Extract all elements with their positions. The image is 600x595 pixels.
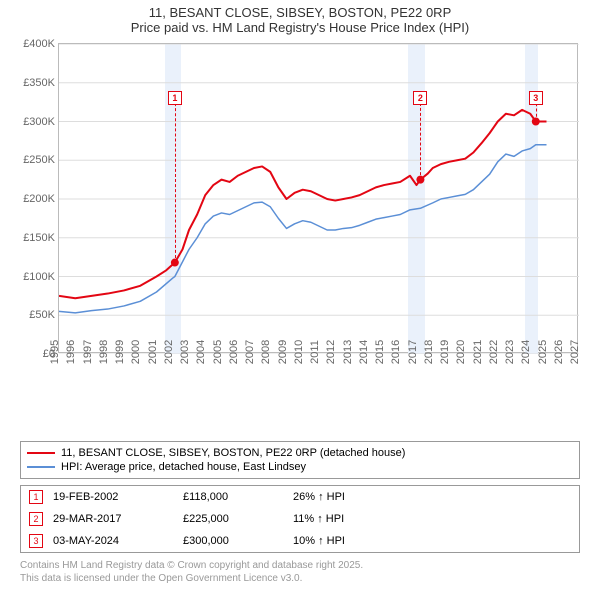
x-axis-tick: 2001 — [144, 340, 158, 364]
tx-date: 29-MAR-2017 — [53, 513, 173, 525]
x-axis-tick: 2007 — [242, 340, 256, 364]
x-axis-tick: 2027 — [567, 340, 581, 364]
tx-delta: 11% ↑ HPI — [293, 513, 344, 525]
marker-box: 2 — [413, 91, 427, 105]
x-axis-tick: 2022 — [486, 340, 500, 364]
tx-date: 19-FEB-2002 — [53, 491, 173, 503]
x-axis-tick: 1999 — [112, 340, 126, 364]
tx-price: £300,000 — [183, 535, 283, 547]
x-axis-tick: 2018 — [421, 340, 435, 364]
marker-line — [175, 98, 176, 262]
x-axis-tick: 2020 — [453, 340, 467, 364]
title-line-2: Price paid vs. HM Land Registry's House … — [10, 20, 590, 35]
footer-line-1: Contains HM Land Registry data © Crown c… — [20, 559, 580, 572]
y-axis-tick: £250K — [23, 154, 59, 166]
x-axis-tick: 2013 — [339, 340, 353, 364]
x-axis-tick: 2024 — [518, 340, 532, 364]
title-line-1: 11, BESANT CLOSE, SIBSEY, BOSTON, PE22 0… — [10, 5, 590, 20]
x-axis-tick: 2006 — [226, 340, 240, 364]
marker-box: 1 — [168, 91, 182, 105]
tx-marker: 3 — [29, 534, 43, 548]
x-axis-tick: 2009 — [274, 340, 288, 364]
transactions-table: 1 19-FEB-2002 £118,000 26% ↑ HPI 2 29-MAR-201… — [20, 485, 580, 553]
x-axis-tick: 2021 — [469, 340, 483, 364]
x-axis-tick: 2014 — [356, 340, 370, 364]
y-axis-tick: £350K — [23, 77, 59, 89]
chart-svg — [59, 44, 579, 354]
y-axis-tick: £150K — [23, 232, 59, 244]
legend-swatch — [27, 466, 55, 468]
series-property — [59, 110, 547, 298]
chart-container: 11, BESANT CLOSE, SIBSEY, BOSTON, PE22 0… — [10, 5, 590, 435]
x-axis-tick: 1997 — [79, 340, 93, 364]
y-axis-tick: £200K — [23, 193, 59, 205]
tx-delta: 10% ↑ HPI — [293, 535, 345, 547]
plot-area: £0£50K£100K£150K£200K£250K£300K£350K£400… — [58, 43, 578, 353]
chart-title: 11, BESANT CLOSE, SIBSEY, BOSTON, PE22 0… — [10, 5, 590, 35]
x-axis-tick: 2002 — [161, 340, 175, 364]
y-axis-tick: £400K — [23, 38, 59, 50]
x-axis-tick: 2000 — [128, 340, 142, 364]
y-axis-tick: £50K — [29, 309, 59, 321]
marker-line — [420, 98, 421, 179]
tx-marker: 1 — [29, 490, 43, 504]
x-axis-tick: 1996 — [63, 340, 77, 364]
y-axis-tick: £300K — [23, 116, 59, 128]
x-axis-tick: 2015 — [372, 340, 386, 364]
x-axis-tick: 2010 — [291, 340, 305, 364]
tx-date: 03-MAY-2024 — [53, 535, 173, 547]
tx-price: £225,000 — [183, 513, 283, 525]
legend-row: 11, BESANT CLOSE, SIBSEY, BOSTON, PE22 0… — [27, 446, 573, 460]
x-axis-tick: 2011 — [307, 340, 321, 364]
x-axis-tick: 2017 — [404, 340, 418, 364]
footer: Contains HM Land Registry data © Crown c… — [20, 559, 580, 585]
footer-line-2: This data is licensed under the Open Gov… — [20, 572, 580, 585]
x-axis-tick: 2016 — [388, 340, 402, 364]
marker-box: 3 — [529, 91, 543, 105]
legend-row: HPI: Average price, detached house, East… — [27, 460, 573, 474]
x-axis-tick: 2026 — [551, 340, 565, 364]
table-row: 3 03-MAY-2024 £300,000 10% ↑ HPI — [21, 530, 579, 552]
legend-swatch — [27, 452, 55, 454]
x-axis-tick: 2004 — [193, 340, 207, 364]
tx-delta: 26% ↑ HPI — [293, 491, 345, 503]
x-axis-tick: 2005 — [209, 340, 223, 364]
tx-marker: 2 — [29, 512, 43, 526]
y-axis-tick: £100K — [23, 271, 59, 283]
x-axis-tick: 2019 — [437, 340, 451, 364]
x-axis-tick: 2023 — [502, 340, 516, 364]
legend-label: HPI: Average price, detached house, East… — [61, 461, 306, 473]
x-axis-tick: 2003 — [177, 340, 191, 364]
legend: 11, BESANT CLOSE, SIBSEY, BOSTON, PE22 0… — [20, 441, 580, 479]
x-axis-tick: 2025 — [534, 340, 548, 364]
table-row: 1 19-FEB-2002 £118,000 26% ↑ HPI — [21, 486, 579, 508]
legend-label: 11, BESANT CLOSE, SIBSEY, BOSTON, PE22 0… — [61, 447, 405, 459]
tx-price: £118,000 — [183, 491, 283, 503]
x-axis-tick: 1998 — [96, 340, 110, 364]
table-row: 2 29-MAR-2017 £225,000 11% ↑ HPI — [21, 508, 579, 530]
x-axis-tick: 2012 — [323, 340, 337, 364]
x-axis-tick: 1995 — [47, 340, 61, 364]
x-axis-tick: 2008 — [258, 340, 272, 364]
